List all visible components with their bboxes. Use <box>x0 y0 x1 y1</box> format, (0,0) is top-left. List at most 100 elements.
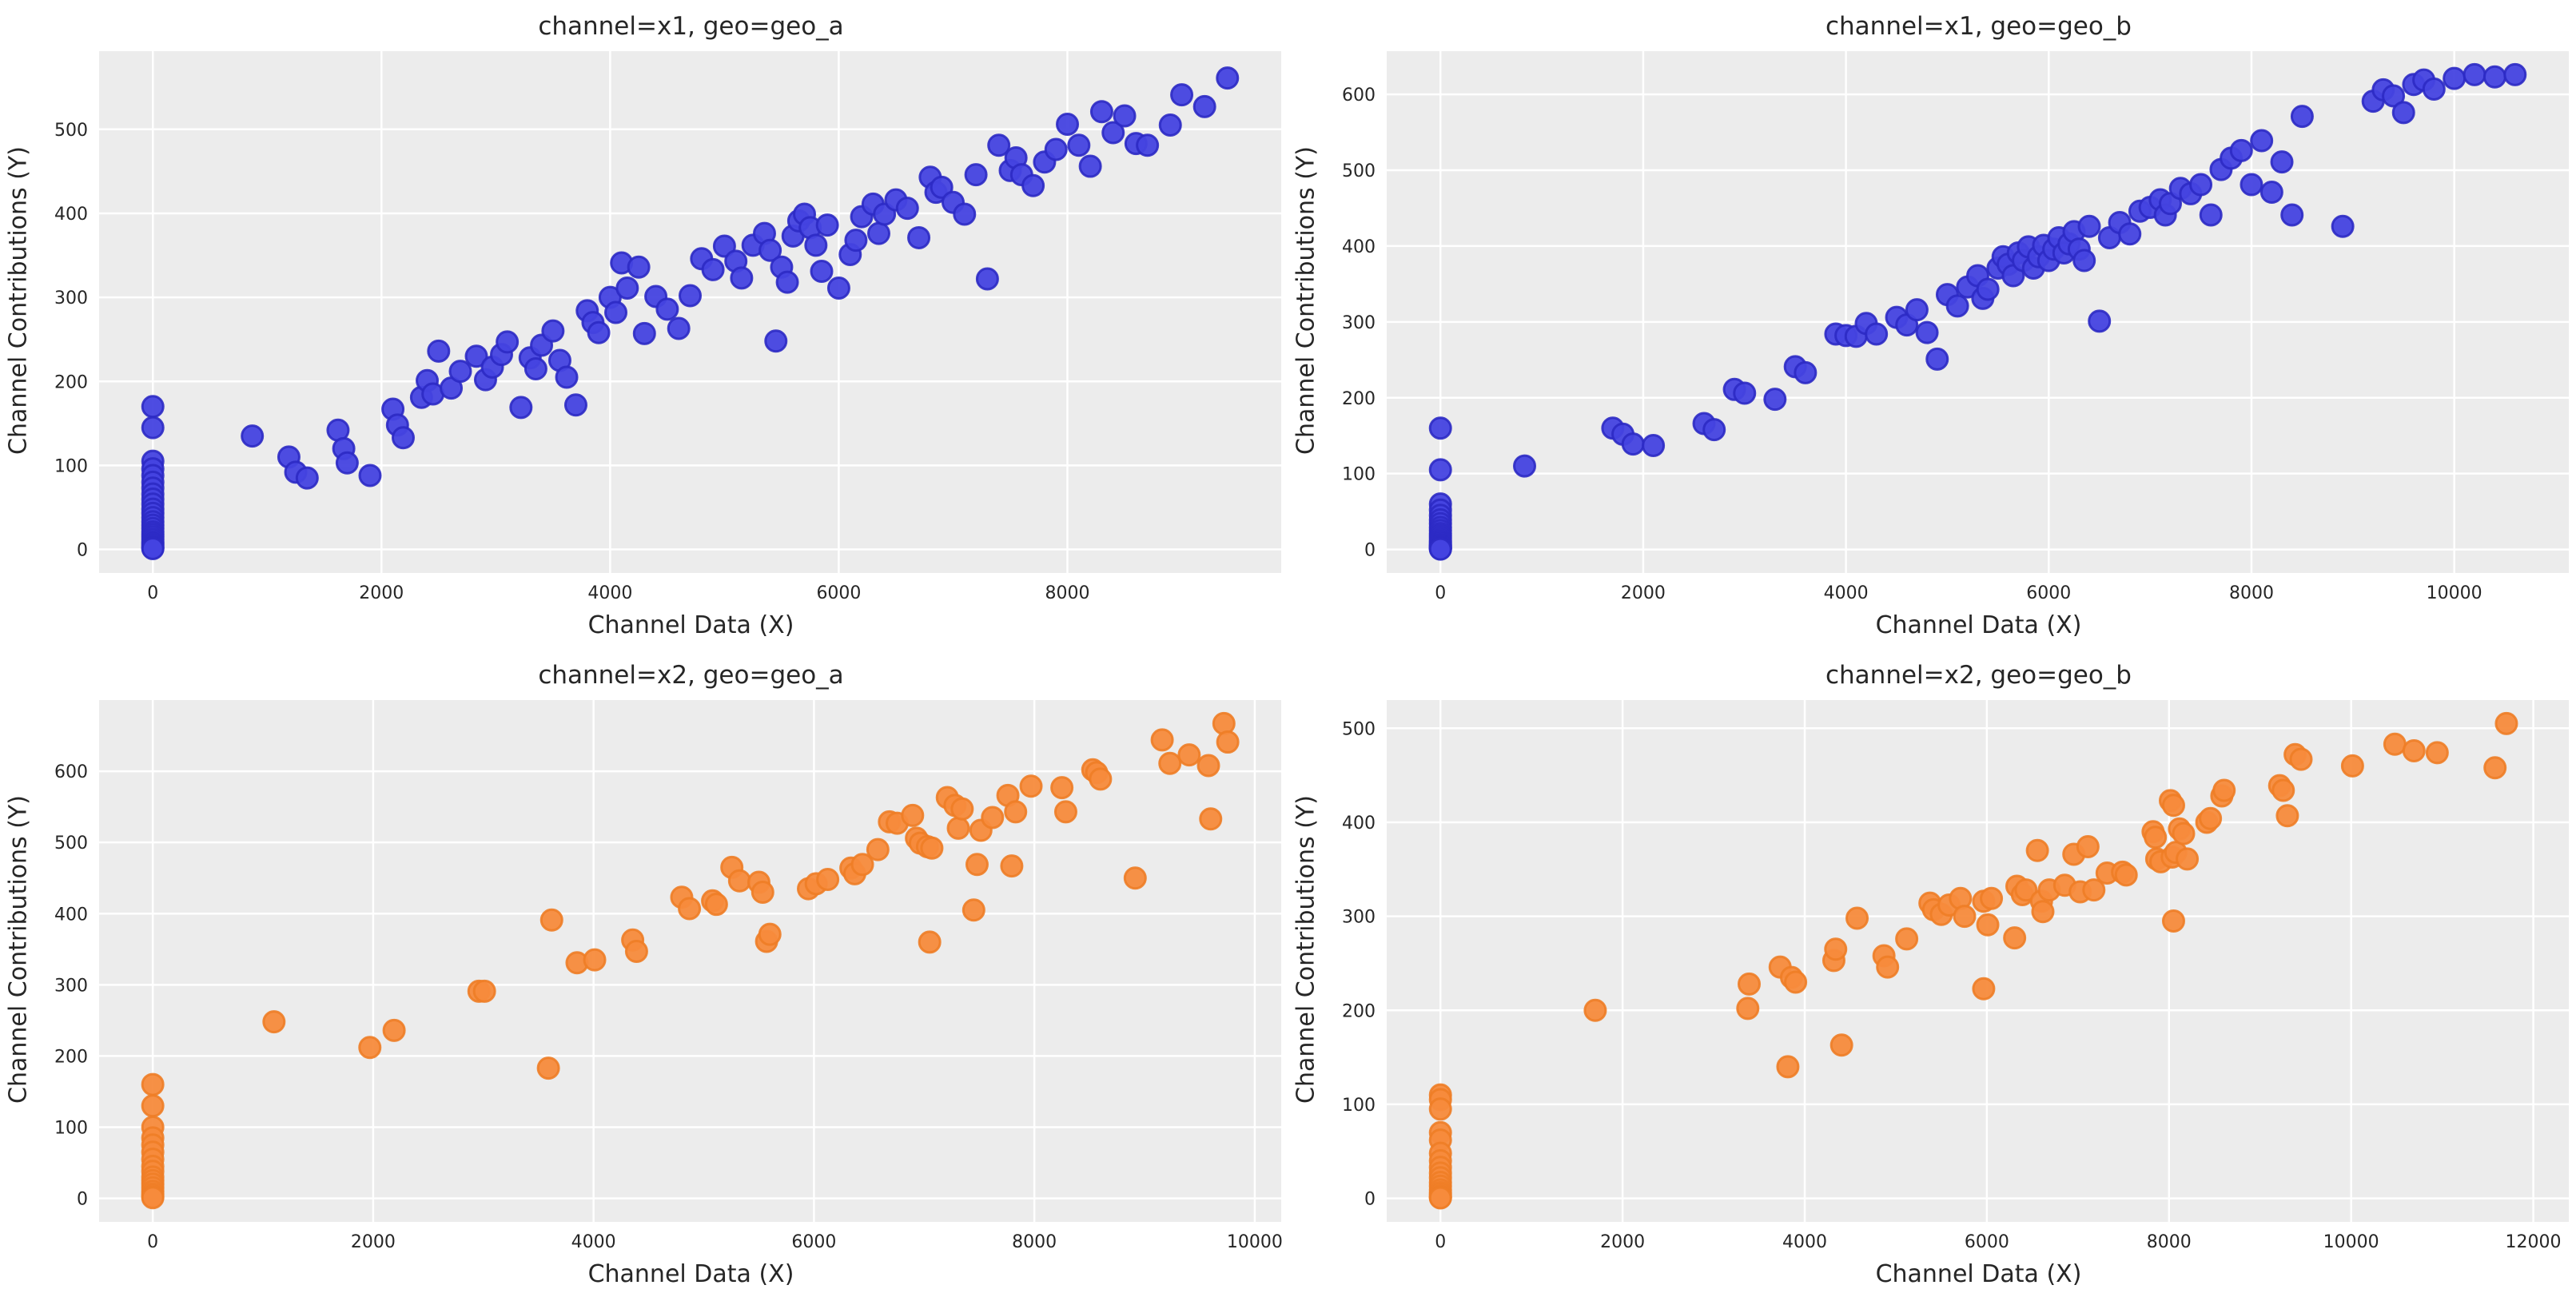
data-point <box>810 260 834 284</box>
x-tick-label: 0 <box>147 1232 158 1252</box>
data-point <box>2290 105 2314 129</box>
data-point <box>2077 214 2101 238</box>
y-tick-label: 400 <box>1342 813 1376 833</box>
data-point <box>1078 154 1102 178</box>
data-point <box>241 424 265 448</box>
data-point <box>2482 65 2506 89</box>
y-tick-label: 200 <box>54 1047 88 1067</box>
data-point <box>2443 66 2467 90</box>
subplot-channel-x1-geo-a: channel=x1, geo=geo_a Channel Contributi… <box>0 0 1288 648</box>
data-point <box>1158 113 1182 137</box>
plot-area-x2-geo-b: 0 2000 4000 6000 8000 10000 12000 0 100 200 300 400… <box>1342 699 2569 1252</box>
y-tick-label: 500 <box>1342 719 1376 739</box>
data-point <box>1733 381 1757 405</box>
data-point <box>1019 774 1043 798</box>
data-point <box>496 330 520 354</box>
y-tick-label: 500 <box>54 834 88 853</box>
subplot-channel-x2-geo-b: channel=x2, geo=geo_b Channel Contributi… <box>1288 649 2575 1297</box>
data-point <box>1113 104 1137 128</box>
x-tick-label: 0 <box>1435 1232 1446 1252</box>
data-point <box>2088 309 2112 333</box>
data-point <box>1915 320 1939 344</box>
data-point <box>2280 203 2304 227</box>
data-point <box>427 339 451 363</box>
data-point <box>2118 222 2142 246</box>
data-point <box>1101 121 1125 145</box>
data-point <box>2229 138 2253 162</box>
data-point <box>2189 173 2213 197</box>
x-tick-label: 6000 <box>1965 1232 2009 1252</box>
data-point <box>1428 1185 1452 1209</box>
y-tick-label: 0 <box>77 1189 88 1209</box>
y-tick-label: 0 <box>1364 541 1376 561</box>
data-point <box>1177 742 1201 766</box>
data-point <box>1000 853 1024 877</box>
data-point <box>472 979 496 1003</box>
data-point <box>2382 84 2406 108</box>
data-point <box>667 316 691 340</box>
data-point <box>1621 432 1645 456</box>
data-point <box>975 267 999 291</box>
data-point <box>655 297 679 321</box>
data-point <box>764 329 788 353</box>
data-point <box>1428 458 1452 482</box>
data-point <box>965 852 989 876</box>
data-point <box>2331 214 2355 238</box>
data-point <box>815 213 839 237</box>
x-tick-label: 2000 <box>351 1232 396 1252</box>
data-point <box>704 892 728 916</box>
y-tick-label: 400 <box>1342 237 1376 257</box>
plot-background <box>99 699 1281 1222</box>
data-point <box>918 929 942 953</box>
data-point <box>1895 926 1919 950</box>
data-point <box>2199 806 2223 830</box>
x-axis-label: Channel Data (X) <box>1875 611 2082 639</box>
data-point <box>678 897 702 921</box>
data-point <box>1876 955 1900 979</box>
data-point <box>1865 322 1889 346</box>
y-tick-label: 300 <box>1342 907 1376 927</box>
data-point <box>804 233 828 257</box>
data-point <box>2212 778 2236 802</box>
data-point <box>987 133 1011 157</box>
data-point <box>604 300 628 324</box>
data-point <box>2463 62 2486 86</box>
data-point <box>141 1093 165 1117</box>
data-point <box>1953 904 1977 928</box>
data-point <box>1170 83 1194 107</box>
data-point <box>920 836 944 860</box>
data-point <box>2259 181 2283 205</box>
x-tick-label: 4000 <box>587 583 632 603</box>
data-point <box>2383 732 2407 756</box>
data-point <box>541 319 565 343</box>
x-axis-label: Channel Data (X) <box>587 611 794 639</box>
y-axis-label: Channel Contributions (Y) <box>1292 146 1320 456</box>
data-point <box>2144 825 2168 849</box>
data-point <box>624 939 648 963</box>
data-point <box>962 897 985 921</box>
data-point <box>1067 133 1091 157</box>
data-point <box>1199 806 1223 830</box>
data-point <box>627 255 651 279</box>
data-point <box>1428 416 1452 440</box>
data-point <box>1583 998 1607 1022</box>
y-tick-label: 600 <box>54 762 88 782</box>
data-point <box>2161 909 2185 933</box>
subplot-title: channel=x2, geo=geo_a <box>538 660 844 690</box>
data-point <box>536 1056 560 1080</box>
data-point <box>751 880 774 904</box>
x-axis-label: Channel Data (X) <box>587 1259 794 1288</box>
data-point <box>335 451 359 475</box>
data-point <box>358 1035 382 1059</box>
data-point <box>141 1185 165 1209</box>
data-point <box>1824 937 1848 961</box>
data-point <box>539 908 563 932</box>
y-tick-label: 500 <box>54 121 88 141</box>
data-point <box>1976 913 2000 937</box>
data-point <box>391 426 415 450</box>
data-point <box>1845 905 1869 929</box>
data-point <box>679 284 702 308</box>
data-point <box>2031 899 2055 923</box>
data-point <box>2289 747 2313 771</box>
